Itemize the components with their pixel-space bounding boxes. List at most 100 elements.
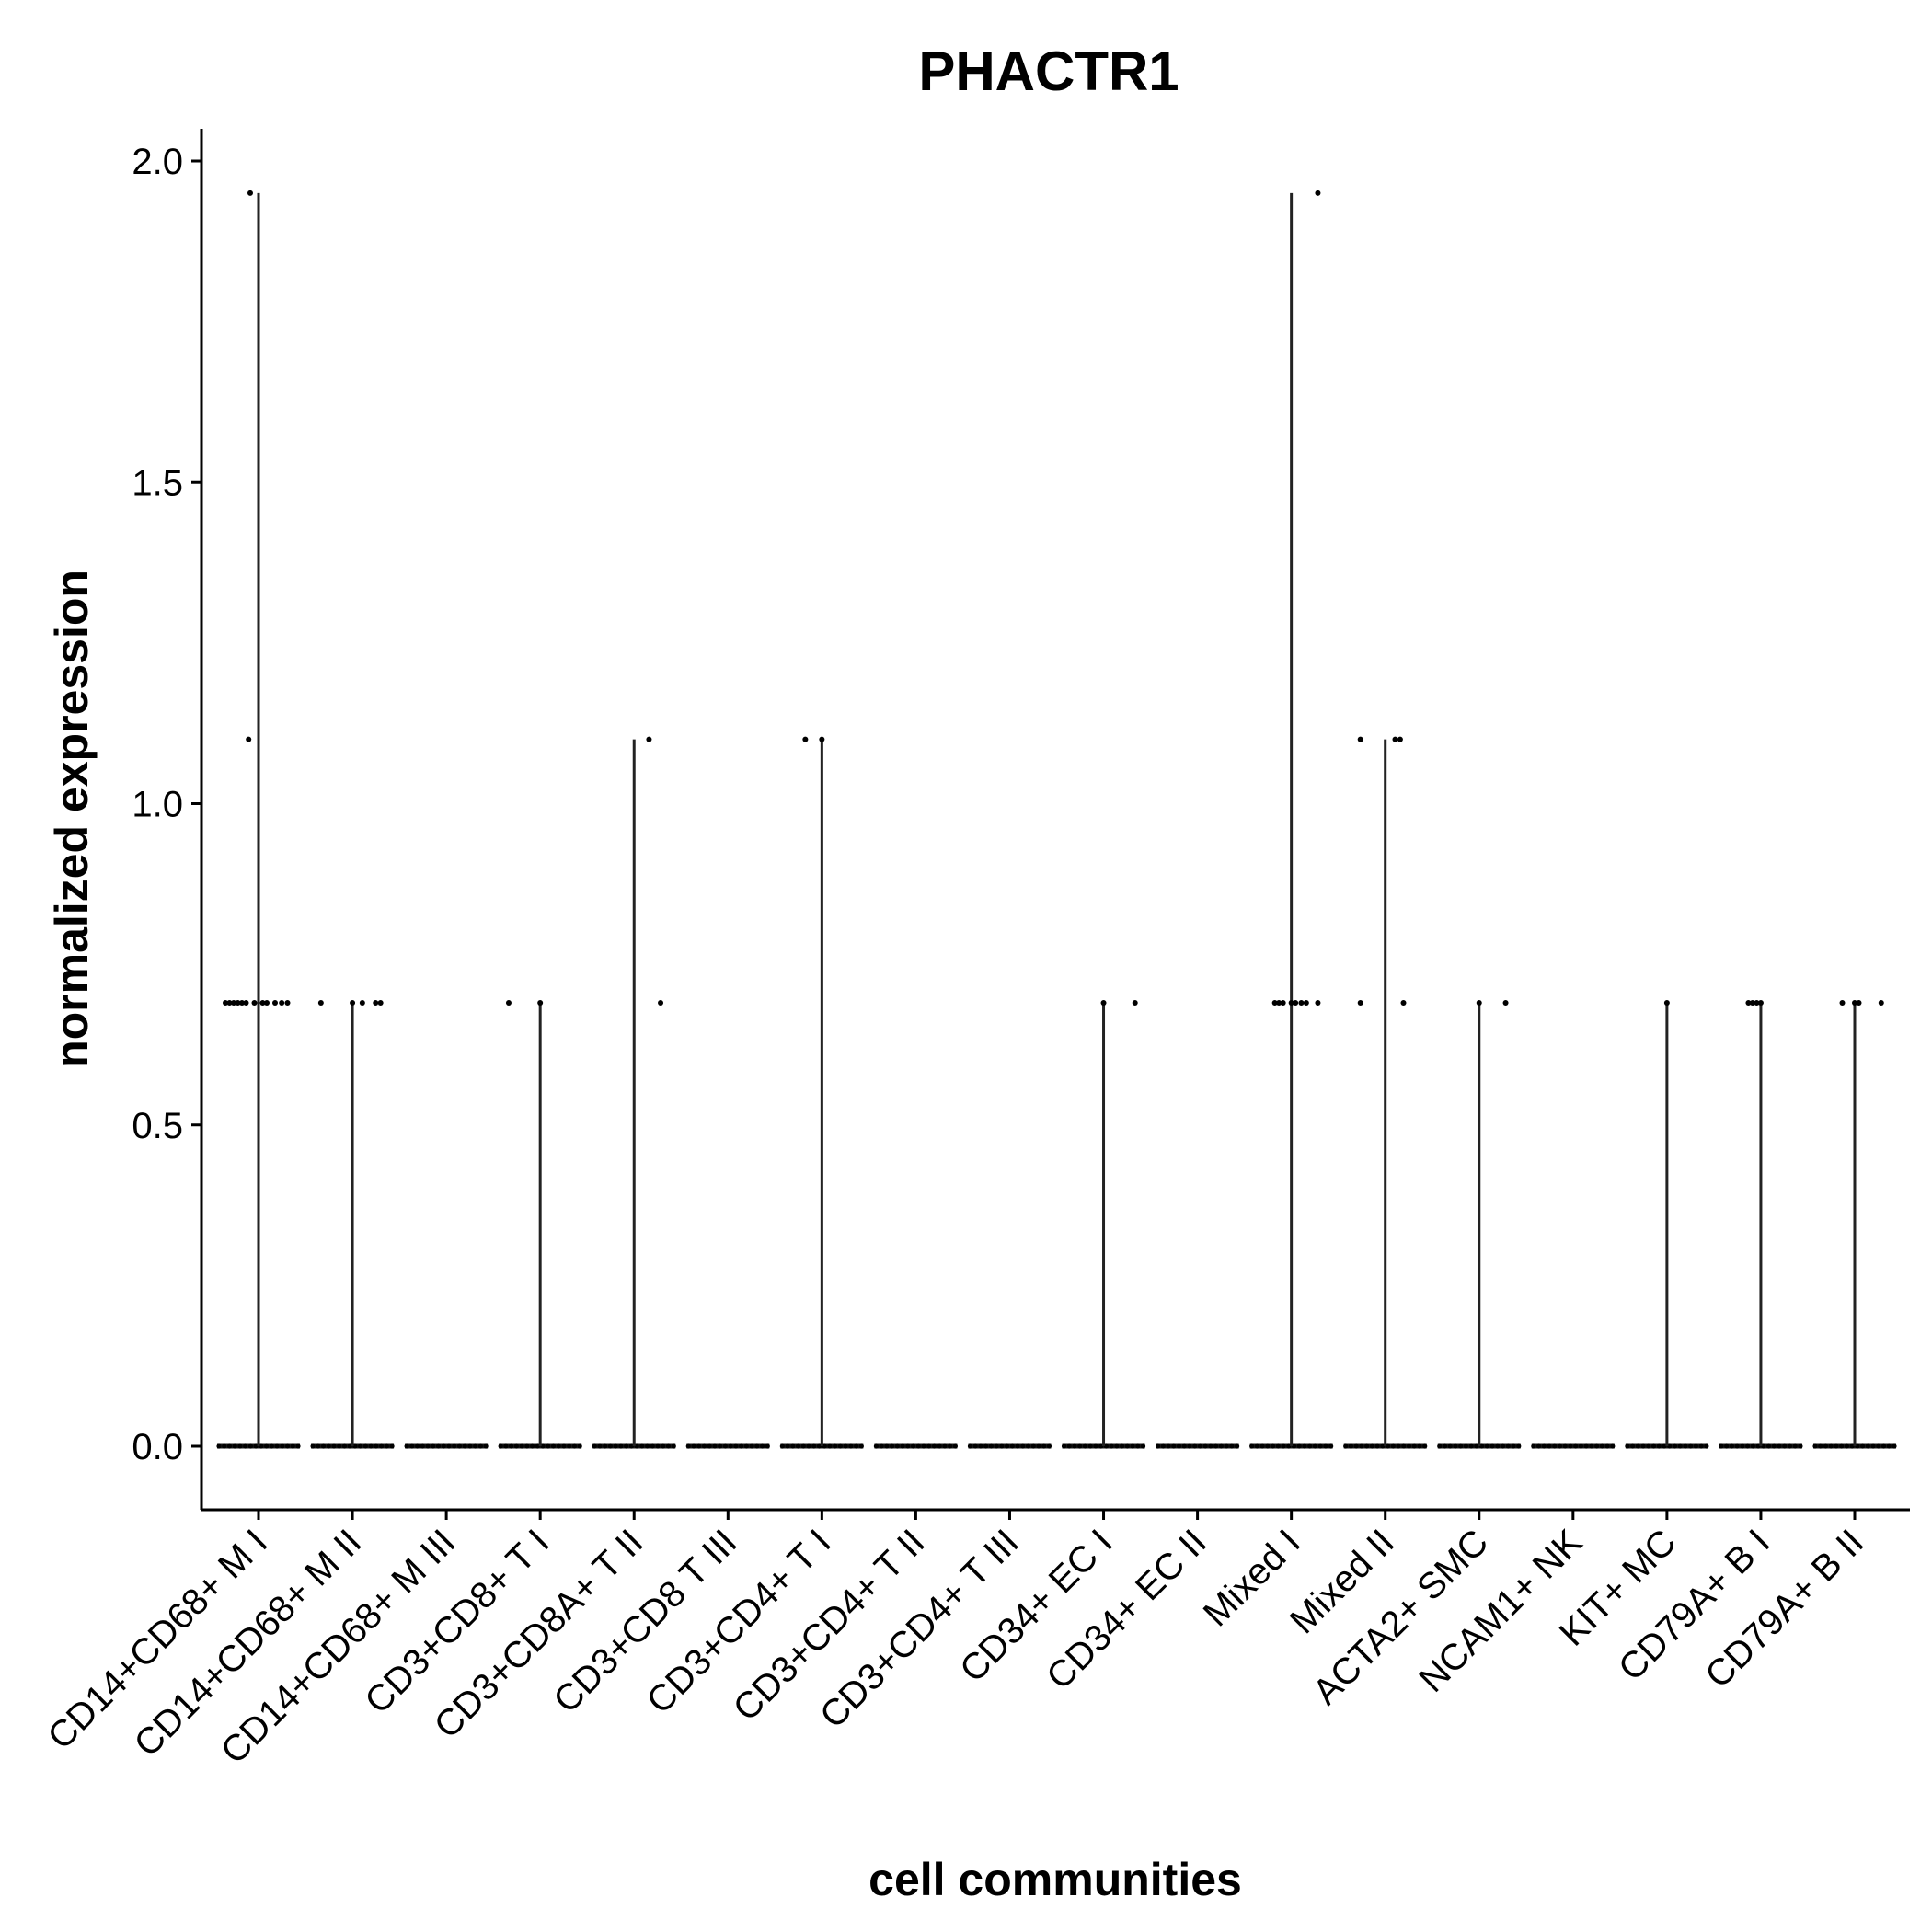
data-point: [223, 1000, 228, 1006]
zero-point: [452, 1443, 457, 1449]
zero-point: [567, 1443, 572, 1449]
data-point: [1754, 1000, 1760, 1006]
zero-point: [1098, 1443, 1104, 1449]
zero-point: [1396, 1443, 1401, 1449]
data-point: [1757, 1000, 1764, 1006]
zero-point: [910, 1443, 916, 1449]
zero-point: [1202, 1443, 1208, 1449]
zero-point: [1474, 1443, 1479, 1449]
zero-point: [644, 1443, 650, 1449]
data-point: [1132, 1000, 1138, 1006]
zero-point: [1317, 1443, 1323, 1449]
zero-point: [1041, 1443, 1047, 1449]
zero-point: [701, 1443, 707, 1449]
zero-point: [1578, 1443, 1584, 1449]
zero-point: [1761, 1443, 1766, 1449]
data-point: [1315, 1000, 1321, 1006]
zero-point: [749, 1443, 754, 1449]
zero-point: [1860, 1443, 1866, 1449]
zero-point: [264, 1443, 270, 1449]
zero-point: [1119, 1443, 1125, 1449]
zero-point: [1818, 1443, 1823, 1449]
zero-point: [446, 1443, 452, 1449]
data-point: [1400, 1000, 1407, 1006]
zero-point: [665, 1443, 672, 1449]
zero-point: [1573, 1443, 1579, 1449]
zero-point: [1036, 1443, 1041, 1449]
zero-point: [1130, 1443, 1135, 1449]
data-point: [505, 1000, 512, 1006]
zero-point: [795, 1443, 801, 1449]
zero-point: [1374, 1443, 1380, 1449]
zero-point: [243, 1443, 248, 1449]
data-point: [284, 1000, 291, 1006]
zero-point: [873, 1443, 880, 1449]
zero-point: [685, 1443, 691, 1449]
zero-point: [524, 1443, 530, 1449]
zero-point: [1353, 1443, 1359, 1449]
zero-point: [1698, 1443, 1704, 1449]
zero-point: [477, 1443, 483, 1449]
zero-point: [519, 1443, 524, 1449]
data-point: [359, 1000, 365, 1006]
violin-group: [1437, 1003, 1522, 1449]
zero-point: [320, 1443, 327, 1449]
zero-point: [1865, 1443, 1870, 1449]
zero-point: [1254, 1443, 1259, 1449]
zero-point: [409, 1443, 415, 1449]
violin-group: [1625, 1003, 1709, 1449]
zero-point: [1568, 1443, 1573, 1449]
zero-point: [1777, 1443, 1782, 1449]
zero-point: [613, 1443, 618, 1449]
zero-point: [733, 1443, 739, 1449]
zero-point: [473, 1443, 478, 1449]
zero-point: [1635, 1443, 1640, 1449]
zero-point: [827, 1443, 833, 1449]
zero-point: [952, 1443, 959, 1449]
zero-point: [1197, 1443, 1203, 1449]
data-point: [1288, 1000, 1294, 1006]
zero-point: [1020, 1443, 1026, 1449]
zero-point: [833, 1443, 838, 1449]
zero-point: [634, 1443, 639, 1449]
zero-point: [972, 1443, 978, 1449]
zero-point: [1719, 1443, 1724, 1449]
zero-point: [1886, 1443, 1892, 1449]
zero-point: [513, 1443, 519, 1449]
zero-point: [728, 1443, 733, 1449]
zero-point: [1876, 1443, 1881, 1449]
zero-point: [1541, 1443, 1547, 1449]
zero-point: [921, 1443, 926, 1449]
zero-point: [1192, 1443, 1198, 1449]
violin-base: [686, 1443, 770, 1449]
zero-point: [1061, 1443, 1067, 1449]
zero-point: [467, 1443, 473, 1449]
zero-point: [1213, 1443, 1219, 1449]
zero-point: [1453, 1443, 1458, 1449]
data-point: [819, 736, 825, 742]
data-point: [272, 1000, 278, 1006]
zero-point: [431, 1443, 436, 1449]
data-point: [1303, 1000, 1309, 1006]
zero-point: [1724, 1443, 1730, 1449]
zero-point: [222, 1443, 227, 1449]
data-point: [1856, 1000, 1862, 1006]
data-point: [231, 1000, 236, 1006]
zero-point: [1557, 1443, 1563, 1449]
data-point: [1357, 736, 1363, 742]
zero-point: [800, 1443, 806, 1449]
zero-point: [1343, 1443, 1349, 1449]
zero-point: [1787, 1443, 1793, 1449]
zero-point: [879, 1443, 884, 1449]
zero-point: [1066, 1443, 1072, 1449]
zero-point: [822, 1443, 827, 1449]
zero-point: [790, 1443, 796, 1449]
data-point: [1392, 736, 1398, 742]
zero-point: [253, 1443, 259, 1449]
zero-point: [1364, 1443, 1370, 1449]
zero-point: [1500, 1443, 1506, 1449]
zero-point: [1323, 1443, 1328, 1449]
y-tick-label: 1.5: [132, 463, 183, 503]
zero-point: [1411, 1443, 1417, 1449]
zero-point: [1406, 1443, 1412, 1449]
